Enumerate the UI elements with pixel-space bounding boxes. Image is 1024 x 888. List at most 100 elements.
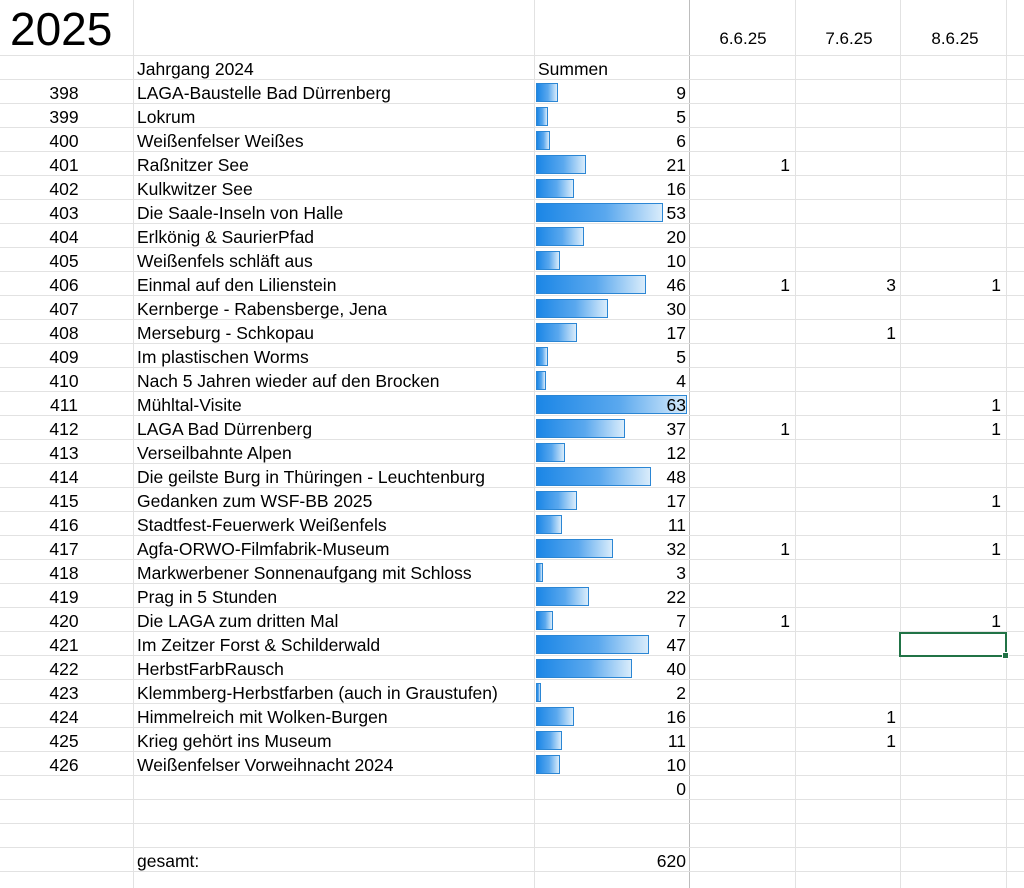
day1-cell[interactable]: [692, 393, 790, 417]
row-sum-cell[interactable]: 16: [666, 179, 686, 199]
day1-cell[interactable]: [692, 345, 790, 369]
day1-cell[interactable]: 1: [780, 419, 790, 439]
day2-cell[interactable]: [798, 345, 896, 369]
row-number-cell[interactable]: 398: [49, 83, 79, 103]
day3-cell[interactable]: [903, 249, 1001, 273]
row-number-cell[interactable]: 401: [49, 155, 79, 175]
day3-cell[interactable]: [903, 225, 1001, 249]
row-title-cell[interactable]: Einmal auf den Lilienstein: [137, 275, 337, 295]
day3-cell[interactable]: [903, 105, 1001, 129]
day1-cell[interactable]: [692, 201, 790, 225]
day3-cell[interactable]: 1: [991, 395, 1001, 415]
day2-cell[interactable]: [798, 249, 896, 273]
day2-cell[interactable]: [798, 561, 896, 585]
row-title-cell[interactable]: Im plastischen Worms: [137, 347, 309, 367]
day2-cell[interactable]: [798, 537, 896, 561]
row-sum-cell[interactable]: 4: [676, 371, 686, 391]
day3-cell[interactable]: 1: [991, 611, 1001, 631]
day2-cell[interactable]: [798, 369, 896, 393]
day3-cell[interactable]: [903, 321, 1001, 345]
day2-cell[interactable]: 1: [886, 707, 896, 727]
row-sum-cell[interactable]: 21: [666, 155, 686, 175]
row-sum-cell[interactable]: 20: [666, 227, 686, 247]
row-title-cell[interactable]: Erlkönig & SaurierPfad: [137, 227, 315, 247]
day2-cell[interactable]: [798, 585, 896, 609]
day3-cell[interactable]: 1: [991, 419, 1001, 439]
day1-cell[interactable]: [692, 465, 790, 489]
day1-cell[interactable]: [692, 81, 790, 105]
day3-cell[interactable]: 1: [991, 539, 1001, 559]
row-sum-cell[interactable]: 47: [666, 635, 686, 655]
day1-cell[interactable]: 1: [780, 275, 790, 295]
day3-cell[interactable]: [903, 729, 1001, 753]
row-title-cell[interactable]: Die geilste Burg in Thüringen - Leuchten…: [137, 467, 485, 487]
row-sum-cell[interactable]: 16: [666, 707, 686, 727]
day3-cell[interactable]: [903, 297, 1001, 321]
day2-cell[interactable]: [798, 441, 896, 465]
row-sum-cell[interactable]: 17: [666, 491, 686, 511]
row-sum-cell[interactable]: 53: [666, 203, 686, 223]
row-title-cell[interactable]: Nach 5 Jahren wieder auf den Brocken: [137, 371, 440, 391]
row-number-cell[interactable]: 425: [49, 731, 79, 751]
row-sum-cell[interactable]: 2: [676, 683, 686, 703]
day1-cell[interactable]: [692, 441, 790, 465]
section-header[interactable]: Jahrgang 2024: [137, 59, 254, 79]
row-sum-cell[interactable]: 6: [676, 131, 686, 151]
day2-cell[interactable]: [798, 201, 896, 225]
row-number-cell[interactable]: 415: [49, 491, 79, 511]
row-number-cell[interactable]: 407: [49, 299, 79, 319]
row-sum-cell[interactable]: 10: [666, 755, 686, 775]
day3-cell[interactable]: [903, 561, 1001, 585]
row-number-cell[interactable]: 408: [49, 323, 79, 343]
row-sum-cell[interactable]: 5: [676, 107, 686, 127]
row-title-cell[interactable]: Gedanken zum WSF-BB 2025: [137, 491, 373, 511]
day1-cell[interactable]: [692, 105, 790, 129]
day3-cell[interactable]: [903, 129, 1001, 153]
day1-cell[interactable]: [692, 561, 790, 585]
row-title-cell[interactable]: Agfa-ORWO-Filmfabrik-Museum: [137, 539, 390, 559]
row-title-cell[interactable]: Mühltal-Visite: [137, 395, 242, 415]
day1-cell[interactable]: [692, 585, 790, 609]
day2-cell[interactable]: [798, 633, 896, 657]
row-title-cell[interactable]: Verseilbahnte Alpen: [137, 443, 292, 463]
day2-cell[interactable]: [798, 417, 896, 441]
row-number-cell[interactable]: 416: [49, 515, 79, 535]
day3-cell[interactable]: [903, 753, 1001, 777]
day1-cell[interactable]: [692, 321, 790, 345]
year-title[interactable]: 2025: [10, 3, 113, 55]
row-title-cell[interactable]: Weißenfels schläft aus: [137, 251, 313, 271]
day2-cell[interactable]: [798, 393, 896, 417]
day1-cell[interactable]: [692, 681, 790, 705]
day2-cell[interactable]: 1: [886, 731, 896, 751]
row-sum-cell[interactable]: 30: [666, 299, 686, 319]
row-title-cell[interactable]: Markwerbener Sonnenaufgang mit Schloss: [137, 563, 472, 583]
row-sum-cell[interactable]: 17: [666, 323, 686, 343]
row-number-cell[interactable]: 400: [49, 131, 79, 151]
day2-cell[interactable]: [798, 489, 896, 513]
row-number-cell[interactable]: 412: [49, 419, 79, 439]
day2-cell[interactable]: [798, 105, 896, 129]
row-number-cell[interactable]: 406: [49, 275, 79, 295]
row-title-cell[interactable]: Krieg gehört ins Museum: [137, 731, 332, 751]
day1-cell[interactable]: [692, 297, 790, 321]
day1-cell[interactable]: [692, 177, 790, 201]
day1-cell[interactable]: [692, 657, 790, 681]
row-sum-cell[interactable]: 5: [676, 347, 686, 367]
day3-cell[interactable]: [903, 441, 1001, 465]
row-number-cell[interactable]: 413: [49, 443, 79, 463]
day3-cell[interactable]: [903, 177, 1001, 201]
row-sum-cell[interactable]: 63: [666, 395, 686, 415]
day3-cell[interactable]: [903, 681, 1001, 705]
row-sum-cell[interactable]: 48: [666, 467, 686, 487]
row-sum-cell[interactable]: 40: [666, 659, 686, 679]
row-sum-cell[interactable]: 10: [666, 251, 686, 271]
day3-cell[interactable]: [903, 705, 1001, 729]
date-header-1[interactable]: 6.6.25: [719, 29, 767, 48]
row-title-cell[interactable]: Weißenfelser Weißes: [137, 131, 304, 151]
day3-cell[interactable]: 1: [991, 275, 1001, 295]
row-number-cell[interactable]: 422: [49, 659, 79, 679]
row-sum-cell[interactable]: 3: [676, 563, 686, 583]
row-number-cell[interactable]: 421: [49, 635, 79, 655]
empty-row-sum[interactable]: 0: [676, 779, 686, 799]
